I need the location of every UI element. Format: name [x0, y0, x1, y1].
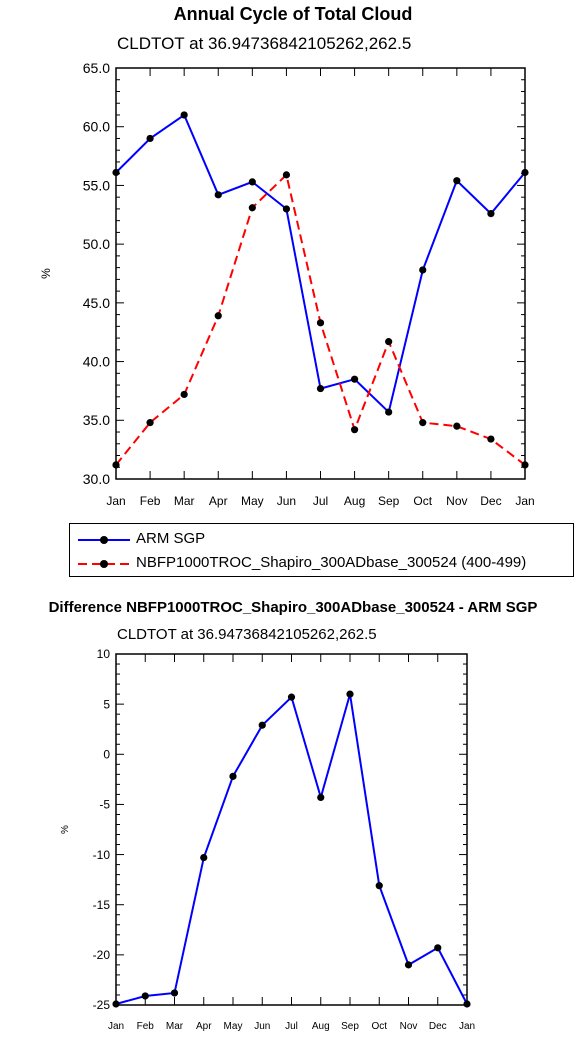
chart1-series-2-point [146, 419, 154, 427]
chart2-series-1-point [287, 693, 296, 701]
chart1-series-2-point [487, 435, 495, 443]
chart1-xtick-label: Jan [515, 494, 534, 508]
legend-label-model: NBFP1000TROC_Shapiro_300ADbase_300524 (4… [136, 554, 527, 571]
chart1-series-1-point [350, 375, 359, 383]
chart2-series-1-point [463, 1000, 471, 1008]
legend-marker-arm-sgp [100, 536, 108, 544]
chart2-series-1-point [375, 882, 383, 890]
chart2-ytick-label: -10 [93, 848, 111, 862]
chart1-xtick-label: Apr [209, 494, 228, 508]
legend-marker-model [100, 560, 108, 568]
chart1-series-2-point [282, 171, 291, 179]
chart1-series-2-point [453, 422, 461, 430]
chart1-xtick-label: Aug [344, 494, 365, 508]
chart2-xtick-label: Apr [196, 1021, 212, 1032]
chart1-series-2-point [521, 461, 529, 469]
chart2-series-1-point [112, 1000, 120, 1008]
chart1-subtitle: CLDTOT at 36.94736842105262,262.5 [117, 34, 412, 53]
chart2-ylabel: % [60, 825, 71, 834]
chart1-ytick-label: 40.0 [83, 353, 110, 369]
chart2-ytick-label: -15 [93, 898, 111, 912]
chart2-series-1-point [346, 690, 354, 698]
chart2-ytick-label: 10 [97, 647, 111, 661]
chart1-xtick-label: Dec [480, 494, 501, 508]
chart2-series-1-point [200, 853, 208, 862]
chart1-ytick-label: 50.0 [83, 236, 110, 252]
chart1-series-1-point [282, 205, 291, 213]
chart2-xtick-label: Nov [400, 1021, 418, 1032]
chart1-ytick-label: 65.0 [83, 60, 110, 76]
chart2-series-1-line [115, 693, 468, 1005]
chart2-series-1-point [317, 793, 325, 802]
chart1-ytick-label: 30.0 [83, 471, 110, 487]
chart1-series-1-point [214, 191, 222, 199]
chart1-series-1-point [487, 210, 495, 218]
chart2-xtick-label: May [224, 1021, 243, 1032]
chart2-ytick-label: -5 [99, 798, 110, 812]
chart2-xtick-label: Jan [459, 1021, 475, 1032]
chart1-series-1-point [180, 111, 188, 119]
chart1-xtick-label: Nov [446, 494, 467, 508]
chart1-xtick-label: Feb [140, 494, 161, 508]
chart1-series-2-point [248, 204, 256, 212]
chart2-series-1-point [229, 772, 237, 780]
chart1-series-1-line [115, 113, 526, 415]
chart1-legend: ARM SGP NBFP1000TROC_Shapiro_300ADbase_3… [69, 523, 574, 577]
chart2-subtitle: CLDTOT at 36.94736842105262,262.5 [117, 626, 377, 643]
chart1-series-1-point [385, 408, 393, 416]
chart2-ytick-label: 0 [103, 747, 110, 761]
chart2-series-1-point [434, 944, 442, 952]
chart1-series-2-point [350, 426, 359, 434]
chart1-plot-frame [115, 67, 526, 480]
chart1-series-2-point [385, 338, 393, 346]
chart2-xtick-label: Oct [371, 1021, 387, 1032]
chart1-ytick-label: 35.0 [83, 412, 110, 428]
chart2-xtick-label: Jul [285, 1021, 298, 1032]
chart1-ytick-label: 60.0 [83, 119, 110, 135]
chart1-series-1-point [453, 177, 461, 185]
chart1-series-2-point [419, 419, 427, 427]
chart1-xtick-label: Jul [313, 494, 328, 508]
chart2-series-1-point [404, 961, 413, 969]
chart2-xtick-label: Jan [108, 1021, 124, 1032]
chart1-ytick-label: 55.0 [83, 177, 110, 193]
chart1-series-1-point [316, 384, 325, 393]
chart1-title: Annual Cycle of Total Cloud [173, 4, 413, 24]
legend-label-arm-sgp: ARM SGP [136, 530, 206, 547]
chart1-series-1-point [419, 266, 427, 274]
chart1-series-2-point [112, 461, 120, 469]
chart2-xtick-label: Feb [137, 1021, 155, 1032]
chart1-xtick-label: Jun [277, 494, 296, 508]
chart2-ytick-label: 5 [103, 697, 110, 711]
chart1-xtick-label: Mar [174, 494, 195, 508]
chart1-series-1-point [146, 134, 154, 143]
chart1-xtick-label: Oct [413, 494, 432, 508]
chart1-xtick-label: May [241, 494, 264, 508]
chart1-series-1-point [248, 178, 256, 186]
chart2-plot-frame [115, 653, 468, 1006]
chart1-series-2-point [180, 390, 188, 399]
chart2-xtick-label: Dec [429, 1021, 447, 1032]
chart2-title: Difference NBFP1000TROC_Shapiro_300ADbas… [48, 599, 538, 616]
legend-swatches [78, 536, 130, 568]
chart2-ytick-label: -25 [93, 998, 111, 1012]
chart2-series-1-point [258, 721, 266, 729]
chart2-xtick-label: Sep [341, 1021, 359, 1032]
chart2-ytick-label: -20 [93, 948, 111, 962]
chart1-series-2-point [316, 319, 325, 327]
chart1-ytick-label: 45.0 [83, 295, 110, 311]
chart1-series-1-point [521, 168, 529, 177]
chart2-series-1-point [141, 992, 149, 1000]
chart1-xtick-label: Jan [106, 494, 125, 508]
chart2-series-1-point [170, 989, 179, 997]
chart2-xtick-label: Mar [166, 1021, 184, 1032]
chart2-xtick-label: Jun [254, 1021, 270, 1032]
chart1-xtick-label: Sep [378, 494, 400, 508]
chart2-xtick-label: Aug [312, 1021, 330, 1032]
chart1-series-1-point [112, 168, 120, 177]
chart1-ylabel: % [39, 268, 53, 279]
chart1-series-2-point [214, 312, 222, 320]
